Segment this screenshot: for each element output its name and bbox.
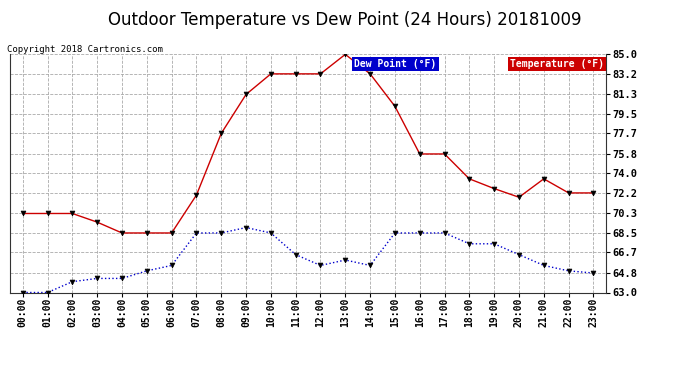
Text: Temperature (°F): Temperature (°F) [510,59,604,69]
Text: Copyright 2018 Cartronics.com: Copyright 2018 Cartronics.com [7,45,163,54]
Text: Dew Point (°F): Dew Point (°F) [355,59,437,69]
Text: Outdoor Temperature vs Dew Point (24 Hours) 20181009: Outdoor Temperature vs Dew Point (24 Hou… [108,11,582,29]
